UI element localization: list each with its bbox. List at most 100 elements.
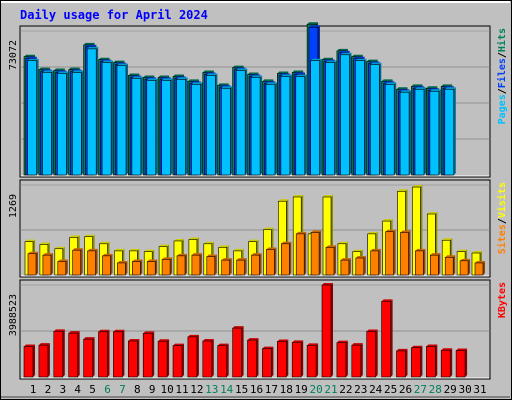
bar-visits-day-25-top bbox=[382, 219, 393, 222]
bar-visits-day-19-top bbox=[293, 194, 304, 197]
bar-hits-day-7-top bbox=[113, 60, 125, 63]
chart-title: Daily usage for April 2024 bbox=[20, 8, 208, 22]
bar-hits-day-25-top bbox=[381, 79, 393, 82]
bar-pages-day-13 bbox=[206, 75, 216, 176]
bar-sites-day-4-depth bbox=[80, 248, 83, 275]
bar-kbytes-day-17-depth bbox=[271, 346, 274, 377]
bar-sites-day-10 bbox=[161, 259, 171, 276]
bar-pages-day-6 bbox=[101, 62, 112, 176]
bar-kbytes-day-6-depth bbox=[107, 329, 110, 377]
bar-visits-day-24-top bbox=[367, 231, 378, 234]
bar-pages-day-4-top bbox=[72, 70, 84, 73]
bar-sites-day-16-depth bbox=[259, 253, 262, 275]
bar-kbytes-day-12 bbox=[187, 336, 198, 378]
bar-pages-day-21 bbox=[325, 62, 335, 176]
bar-pages-day-18 bbox=[280, 76, 291, 176]
bar-sites-day-29 bbox=[444, 256, 454, 276]
bar-kbytes-day-14-depth bbox=[226, 343, 229, 377]
bar-pages-day-8-depth bbox=[140, 76, 143, 175]
bar-sites-day-1-depth bbox=[36, 251, 38, 275]
bar-pages-day-15-depth bbox=[245, 68, 248, 175]
bar-pages-day-17 bbox=[265, 84, 276, 176]
bar-kbytes-day-23 bbox=[351, 344, 362, 378]
bar-sites-day-14 bbox=[221, 259, 230, 276]
bar-pages-day-1-top bbox=[27, 58, 39, 61]
bar-visits-day-15-top bbox=[233, 248, 244, 251]
bar-pages-day-13-top bbox=[206, 73, 218, 76]
bar-kbytes-day-15-top bbox=[232, 326, 244, 329]
bar-pages-day-16-depth bbox=[260, 75, 263, 175]
bar-kbytes-day-1-top bbox=[24, 344, 35, 347]
x-tick-label: 5 bbox=[89, 383, 96, 396]
bar-pages-day-13-depth bbox=[215, 73, 218, 175]
bar-sites-day-30-depth bbox=[468, 258, 471, 275]
bar-visits-day-1-top bbox=[25, 239, 35, 242]
x-tick-label: 31 bbox=[473, 383, 486, 396]
x-tick-label: 12 bbox=[190, 383, 203, 396]
bar-sites-day-5-depth bbox=[95, 248, 98, 275]
panel-bottom: 3988523 KBytes bbox=[8, 279, 508, 380]
bar-sites-day-6-top bbox=[102, 253, 113, 256]
bar-kbytes-day-2-depth bbox=[47, 343, 50, 377]
bar-sites-day-30 bbox=[459, 260, 469, 276]
bar-kbytes-day-10 bbox=[157, 340, 168, 378]
x-tick-label: 27 bbox=[414, 383, 427, 396]
bar-sites-day-7-top bbox=[117, 260, 128, 263]
x-tick-label: 1 bbox=[30, 383, 37, 396]
bar-pages-day-19-top bbox=[295, 74, 307, 77]
legend-kbytes: KBytes bbox=[497, 282, 508, 318]
bar-kbytes-day-16-top bbox=[247, 338, 259, 341]
bar-visits-day-30-top bbox=[457, 249, 468, 252]
bar-sites-day-24 bbox=[370, 250, 380, 276]
bar-kbytes-day-11-top bbox=[173, 343, 184, 346]
bar-pages-day-8 bbox=[131, 78, 142, 176]
bar-hits-day-9-top bbox=[143, 75, 155, 78]
x-tick-label: 11 bbox=[175, 383, 188, 396]
legend-separator: / bbox=[497, 52, 508, 58]
x-tick-label: 16 bbox=[250, 383, 263, 396]
bar-pages-day-11 bbox=[176, 79, 186, 176]
bar-sites-day-15-depth bbox=[244, 258, 247, 275]
bar-hits-day-28-top bbox=[426, 86, 438, 89]
panel-top-legend: Pages/Files/Hits bbox=[496, 28, 508, 124]
bar-pages-day-2 bbox=[42, 72, 52, 176]
bar-kbytes-day-25-depth bbox=[390, 299, 393, 377]
bar-kbytes-day-3 bbox=[53, 331, 64, 378]
bar-kbytes-day-18 bbox=[276, 341, 287, 378]
bar-pages-day-3-depth bbox=[66, 71, 69, 175]
bar-sites-day-26-depth bbox=[408, 230, 411, 275]
bar-pages-day-9-top bbox=[146, 78, 158, 81]
bar-sites-day-8-top bbox=[132, 259, 143, 262]
bar-pages-day-15 bbox=[235, 70, 246, 176]
legend-separator: / bbox=[497, 218, 508, 224]
bar-visits-day-21-top bbox=[323, 194, 333, 197]
bar-kbytes-day-20-top bbox=[307, 343, 319, 346]
bar-kbytes-day-7-top bbox=[113, 329, 125, 332]
bar-sites-day-21 bbox=[325, 247, 335, 276]
bar-sites-day-22-top bbox=[340, 258, 351, 261]
bar-files-day-5-top bbox=[85, 44, 97, 47]
bar-pages-day-21-depth bbox=[334, 60, 337, 175]
bar-sites-day-15 bbox=[236, 259, 245, 276]
bar-pages-day-16-top bbox=[251, 75, 263, 78]
bar-kbytes-day-30 bbox=[455, 350, 466, 378]
bar-sites-day-23-depth bbox=[363, 255, 366, 275]
bar-pages-day-7-top bbox=[117, 63, 128, 66]
bar-kbytes-day-14-top bbox=[217, 343, 229, 346]
bar-sites-day-7-depth bbox=[125, 260, 128, 275]
x-tick-label: 26 bbox=[399, 383, 412, 396]
x-tick-label: 29 bbox=[444, 383, 457, 396]
panel-middle-max-label: 1269 bbox=[8, 194, 19, 218]
bar-sites-day-12 bbox=[191, 254, 201, 276]
bar-hits-day-3-top bbox=[53, 68, 65, 71]
bar-pages-day-28-top bbox=[429, 89, 441, 92]
outer-bevel-light bbox=[1, 1, 510, 3]
bar-visits-day-7-top bbox=[114, 248, 125, 251]
bar-sites-day-23 bbox=[355, 257, 365, 276]
bar-kbytes-day-14 bbox=[217, 345, 227, 378]
bar-visits-day-28-top bbox=[427, 212, 438, 215]
bar-sites-day-5-top bbox=[87, 248, 98, 251]
bar-sites-day-9 bbox=[146, 261, 156, 276]
x-tick-label: 7 bbox=[119, 383, 126, 396]
bar-sites-day-11-top bbox=[177, 253, 187, 256]
